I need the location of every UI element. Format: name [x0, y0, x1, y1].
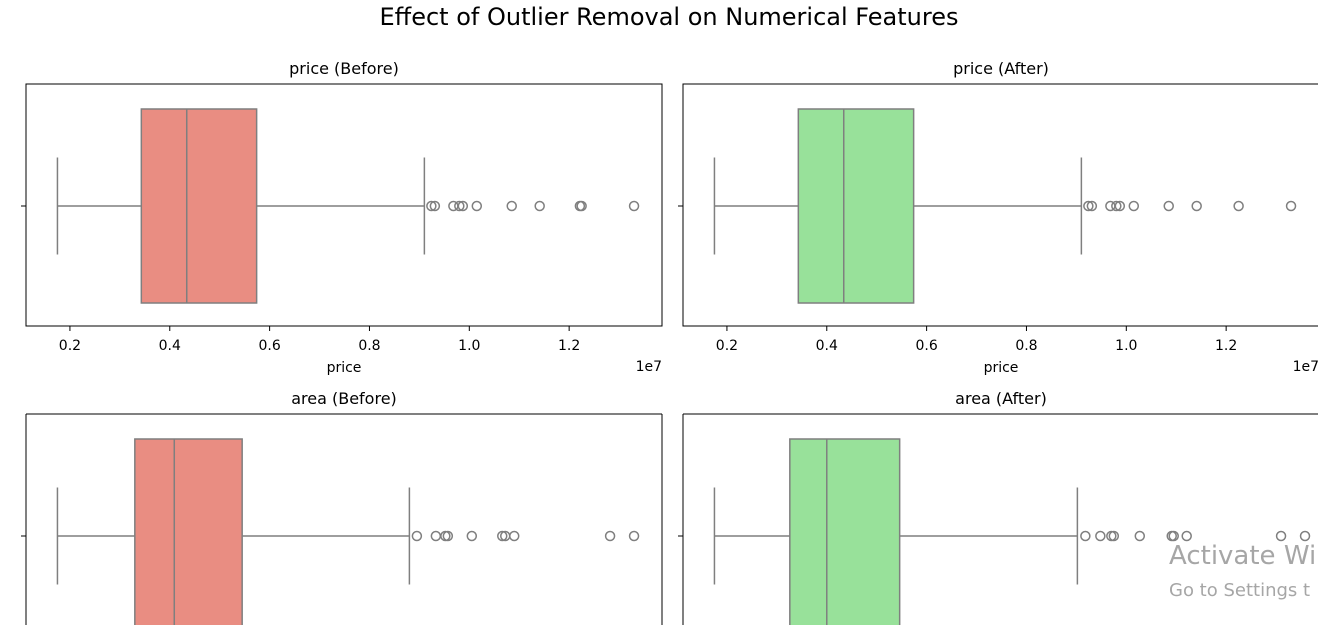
outlier-point [1108, 530, 1120, 542]
x-tick-label: 0.2 [716, 338, 738, 354]
x-tick-label: 0.4 [816, 338, 838, 354]
subplot-title: area (Before) [291, 389, 397, 408]
watermark-subtitle: Go to Settings t [1169, 580, 1311, 601]
outlier-point [1128, 200, 1140, 212]
iqr-box [134, 438, 243, 625]
outlier-point [411, 530, 423, 542]
x-tick-label: 0.6 [258, 338, 280, 354]
subplot-title: price (After) [953, 59, 1049, 78]
subplot-4: area (After) [678, 389, 1318, 625]
outlier-point [1080, 530, 1091, 542]
subplot-1: price (Before) 0.2 0.4 0.6 0.8 1.0 1.2 price 1e7 [21, 59, 663, 376]
x-axis-label: price [984, 360, 1019, 376]
x-tick-label: 0.2 [59, 338, 81, 354]
outlier-point [457, 200, 469, 212]
x-axis-offset-label: 1e7 [636, 359, 662, 375]
outlier-point [471, 200, 483, 212]
x-tick-label: 0.8 [1015, 338, 1037, 354]
subplot-2: price (After) 0.2 0.4 0.6 0.8 1.0 1.2 price 1e7 [678, 59, 1318, 376]
watermark-title: Activate Wi [1169, 541, 1317, 571]
outlier-point [429, 200, 441, 212]
iqr-box [789, 438, 901, 625]
figure-title: Effect of Outlier Removal on Numerical F… [380, 3, 959, 31]
outlier-point [1163, 200, 1174, 212]
outlier-point [506, 200, 517, 212]
outlier-point [466, 530, 478, 542]
x-tick-label: 1.0 [1115, 338, 1137, 354]
outlier-point [430, 530, 442, 542]
x-tick-label: 1.2 [1215, 338, 1237, 354]
axes-frame [25, 83, 663, 327]
x-tick-label: 1.2 [558, 338, 580, 354]
subplot-3: area (Before) [21, 389, 663, 625]
outlier-point [628, 200, 640, 212]
x-tick-label: 0.4 [159, 338, 181, 354]
subplot-title: area (After) [955, 389, 1047, 408]
x-tick-label: 0.8 [358, 338, 380, 354]
outlier-point [1114, 200, 1126, 212]
subplot-grid: price (Before) 0.2 0.4 0.6 0.8 1.0 1.2 price 1e7… [21, 59, 1318, 625]
outlier-point [1275, 530, 1287, 542]
outlier-point [628, 530, 640, 542]
x-axis-offset-label: 1e7 [1293, 359, 1318, 375]
iqr-box [797, 108, 915, 304]
iqr-box [140, 108, 258, 304]
outlier-point [497, 530, 508, 542]
outlier-point [1095, 530, 1106, 542]
x-tick-label: 1.0 [458, 338, 480, 354]
outlier-point [508, 530, 520, 542]
outlier-point [1134, 530, 1146, 542]
x-axis-label: price [327, 360, 362, 376]
outlier-point [1191, 200, 1202, 212]
subplot-title: price (Before) [289, 59, 399, 78]
outlier-point [576, 200, 587, 212]
axes-frame [682, 83, 1318, 327]
x-tick-label: 0.6 [915, 338, 937, 354]
outlier-point [1285, 200, 1297, 212]
outlier-point [1299, 530, 1311, 542]
outlier-point [1168, 530, 1179, 542]
outlier-point [534, 200, 545, 212]
outlier-point [426, 200, 437, 212]
outlier-point [1086, 200, 1098, 212]
outlier-point [454, 200, 465, 212]
outlier-point [1111, 200, 1122, 212]
outlier-point [442, 530, 454, 542]
outlier-point [1233, 200, 1244, 212]
outlier-point [1083, 200, 1094, 212]
outlier-point [604, 530, 616, 542]
outlier-point [1181, 530, 1192, 542]
